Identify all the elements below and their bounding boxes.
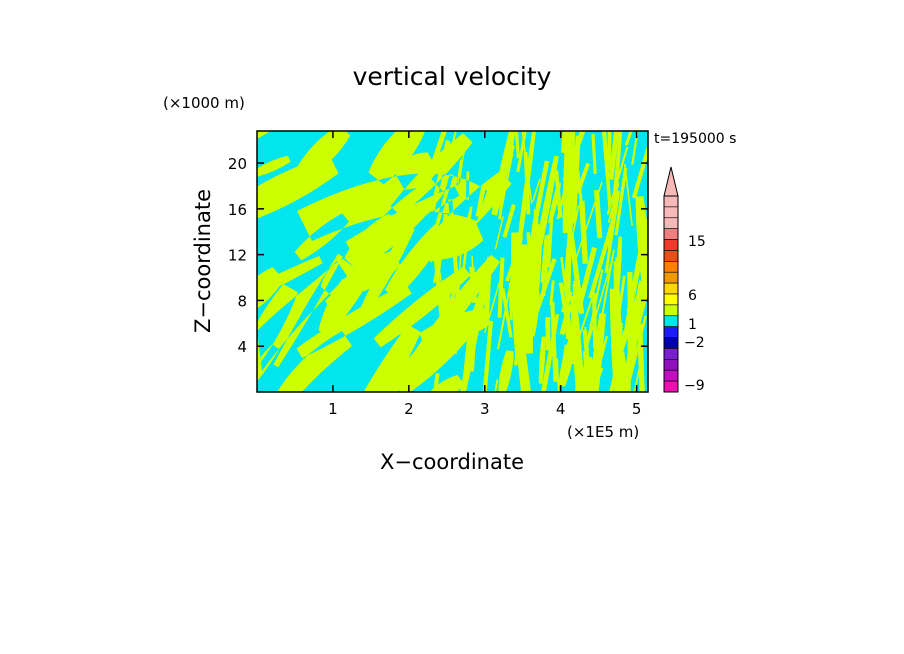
- colorbar-segment: [663, 293, 679, 306]
- colorbar-segment: [663, 369, 679, 382]
- colorbar-frame: [663, 195, 679, 393]
- x-tick-label: 2: [404, 400, 414, 418]
- x-unit-label: (×1E5 m): [567, 423, 639, 441]
- colorbar-label-1: 1: [688, 317, 697, 333]
- x-tick-label: 5: [632, 400, 642, 418]
- colorbar-label-6: 6: [688, 288, 697, 304]
- colorbar-segment: [663, 228, 679, 240]
- x-tick-label: 1: [328, 400, 338, 418]
- y-tick-label: 8: [237, 292, 247, 310]
- colorbar-segment: [663, 271, 679, 284]
- colorbar-segment: [663, 304, 679, 317]
- y-tick-label: 16: [228, 201, 247, 219]
- x-tick-label: 3: [480, 400, 490, 418]
- colorbar-extend-arrow: [663, 166, 679, 197]
- colorbar-label-minus-9: −9: [684, 378, 705, 394]
- colorbar: 15 6 1 −2 −9: [663, 166, 706, 394]
- colorbar-segment: [663, 315, 679, 327]
- y-unit-label: (×1000 m): [163, 94, 245, 112]
- colorbar-segment: [663, 326, 679, 338]
- colorbar-segment: [663, 195, 679, 208]
- plot-frame: [256, 130, 649, 393]
- colorbar-segment: [663, 250, 679, 262]
- x-tick-label: 4: [556, 400, 566, 418]
- colorbar-segment: [663, 359, 679, 371]
- positive-velocity-region: [257, 131, 648, 392]
- colorbar-segment: [663, 337, 679, 349]
- colorbar-segment: [663, 206, 679, 219]
- colorbar-segment: [663, 239, 679, 251]
- y-tick-label: 12: [228, 247, 247, 265]
- y-tick-label: 20: [228, 155, 247, 173]
- y-axis-ticks: 4 8 12 16 20: [228, 155, 648, 356]
- colorbar-segment: [663, 261, 679, 273]
- colorbar-segment: [663, 282, 679, 295]
- x-axis-ticks: 1 2 3 4 5: [328, 131, 641, 418]
- colorbar-segment: [663, 380, 679, 393]
- colorbar-segment: [663, 217, 679, 229]
- y-tick-label: 4: [237, 338, 247, 356]
- colorbar-segment: [663, 348, 679, 360]
- y-axis-title: Z−coordinate: [191, 189, 215, 333]
- colorbar-label-minus-2: −2: [684, 335, 705, 351]
- x-axis-title: X−coordinate: [380, 450, 524, 474]
- colorbar-label-15: 15: [688, 234, 706, 250]
- chart-title: vertical velocity: [353, 62, 552, 91]
- time-label: t=195000 s: [654, 131, 736, 147]
